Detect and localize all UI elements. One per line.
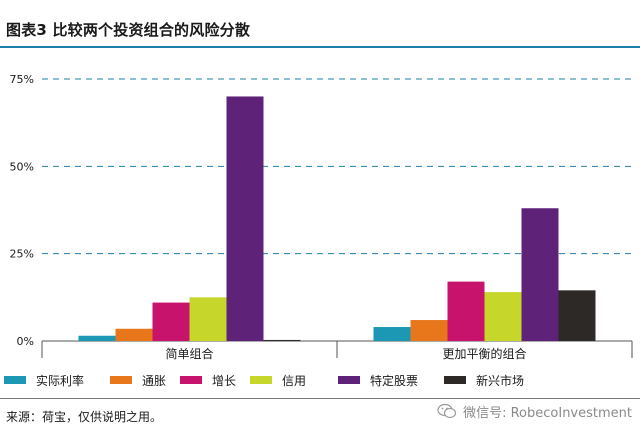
legend-label: 通胀 bbox=[142, 373, 167, 388]
x-category-label: 简单组合 bbox=[165, 346, 213, 361]
legend-swatch bbox=[444, 376, 466, 384]
bar bbox=[484, 292, 522, 341]
y-tick-label: 25% bbox=[10, 248, 34, 261]
legend-label: 新兴市场 bbox=[476, 373, 525, 388]
bar bbox=[115, 328, 153, 341]
bar bbox=[410, 320, 448, 341]
title-underline bbox=[0, 46, 640, 48]
legend-label: 实际利率 bbox=[36, 373, 85, 388]
bar bbox=[226, 96, 264, 341]
chart-legend: 实际利率 通胀 增长 信用 特定股票 新兴市场 bbox=[4, 371, 636, 389]
bar bbox=[189, 297, 227, 341]
legend-item: 信用 bbox=[250, 371, 306, 389]
x-category-label: 更加平衡的组合 bbox=[442, 346, 526, 361]
bar bbox=[447, 281, 485, 341]
legend-label: 增长 bbox=[212, 373, 237, 388]
bar bbox=[558, 290, 596, 341]
source-note: 来源：荷宝，仅供说明之用。 bbox=[6, 410, 163, 424]
legend-item: 实际利率 bbox=[4, 371, 84, 389]
y-tick-label: 75% bbox=[10, 73, 34, 86]
bar bbox=[152, 302, 190, 341]
wechat-icon bbox=[437, 403, 457, 419]
legend-swatch bbox=[180, 376, 202, 384]
legend-swatch bbox=[110, 376, 132, 384]
legend-label: 特定股票 bbox=[370, 373, 419, 388]
wechat-watermark: 微信号: RobecoInvestment bbox=[437, 400, 632, 422]
watermark-text: 微信号: RobecoInvestment bbox=[463, 405, 632, 421]
bar bbox=[263, 339, 301, 341]
legend-item: 增长 bbox=[180, 371, 236, 389]
legend-swatch bbox=[338, 376, 360, 384]
legend-item: 通胀 bbox=[110, 371, 166, 389]
bar bbox=[373, 327, 411, 341]
y-tick-label: 0% bbox=[17, 335, 34, 348]
bar bbox=[78, 335, 116, 341]
bar-chart: 0% 25% 50% 75% 简单组合 更加平衡的组合 bbox=[10, 73, 633, 361]
legend-item: 特定股票 bbox=[338, 371, 418, 389]
legend-swatch bbox=[4, 376, 26, 384]
legend-swatch bbox=[250, 376, 272, 384]
y-tick-label: 50% bbox=[10, 160, 34, 173]
chart-title: 图表3 比较两个投资组合的风险分散 bbox=[6, 21, 251, 39]
legend-label: 信用 bbox=[282, 373, 307, 388]
legend-item: 新兴市场 bbox=[444, 371, 524, 389]
footer-divider bbox=[0, 398, 640, 399]
bar bbox=[521, 208, 559, 341]
